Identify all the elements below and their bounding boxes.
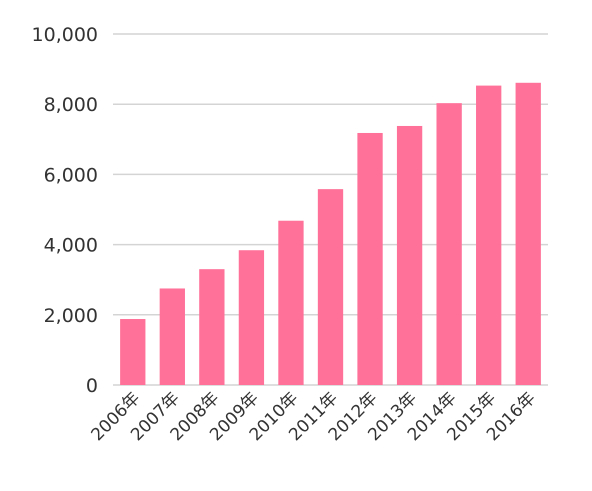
bar [199,269,225,385]
bar [515,82,541,385]
bar [120,319,146,385]
y-tick-label: 4,000 [44,235,98,257]
y-tick-label: 10,000 [32,24,98,46]
bar [476,85,502,386]
bars [120,82,541,386]
bar [159,288,185,385]
x-axis-ticks: 2006年2007年2008年2009年2010年2011年2012年2013年… [88,388,540,445]
bar [238,250,265,385]
bar [357,132,383,385]
y-tick-label: 6,000 [44,164,98,186]
y-tick-label: 8,000 [44,94,98,116]
bar [317,189,344,385]
bar [396,125,423,385]
bar [278,220,304,385]
y-tick-label: 0 [86,375,98,397]
y-tick-label: 2,000 [44,305,98,327]
y-axis-ticks: 0 2,000 4,000 6,000 8,000 10,000 [32,24,98,397]
bar [436,103,462,385]
